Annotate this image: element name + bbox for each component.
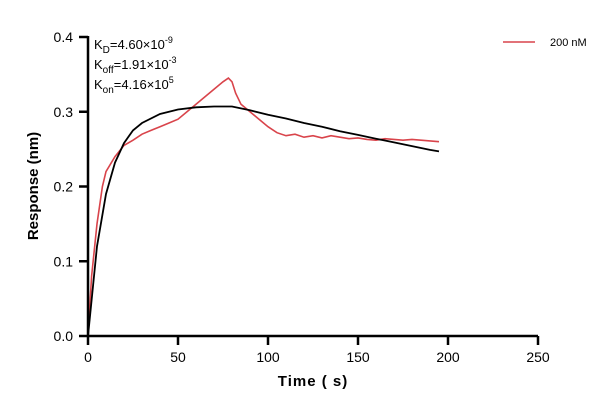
annotation-exp: -9: [165, 35, 173, 45]
annotation-value: =1.91×10: [114, 57, 169, 72]
x-axis-label: Time ( s): [278, 373, 348, 390]
annotation-kd: KD=4.60×10-9: [94, 35, 173, 56]
annotation-sub: off: [103, 65, 114, 76]
x-tick-label: 150: [346, 349, 370, 365]
x-tick-label: 250: [526, 349, 550, 365]
legend-label: 200 nM: [550, 37, 587, 49]
series-line-200nm: [87, 77, 440, 337]
legend: 200 nM: [503, 37, 587, 49]
annotation-exp: 5: [169, 75, 174, 85]
annotation-main: K: [94, 77, 103, 92]
y-tick-label: 0.2: [54, 179, 74, 195]
x-tick-label: 100: [256, 349, 280, 365]
annotation-kon: Kon=4.16×105: [94, 75, 174, 96]
y-tick-label: 0.4: [54, 29, 74, 45]
annotation-exp: -3: [169, 55, 177, 65]
annotation-main: K: [94, 37, 103, 52]
annotation-value: =4.60×10: [110, 37, 165, 52]
y-tick-label: 0.0: [54, 328, 74, 344]
y-tick-label: 0.1: [54, 253, 74, 269]
annotation-value: =4.16×10: [114, 77, 169, 92]
annotation-koff: Koff=1.91×10-3: [94, 55, 177, 76]
x-tick-label: 50: [170, 349, 186, 365]
annotation-sub: D: [103, 45, 110, 56]
annotation-main: K: [94, 57, 103, 72]
y-axis-label: Response (nm): [25, 132, 42, 240]
x-tick-label: 0: [84, 349, 92, 365]
annotation-sub: on: [103, 85, 114, 96]
y-tick-label: 0.3: [54, 104, 74, 120]
fit-line: [87, 105, 440, 337]
x-tick-label: 200: [436, 349, 460, 365]
